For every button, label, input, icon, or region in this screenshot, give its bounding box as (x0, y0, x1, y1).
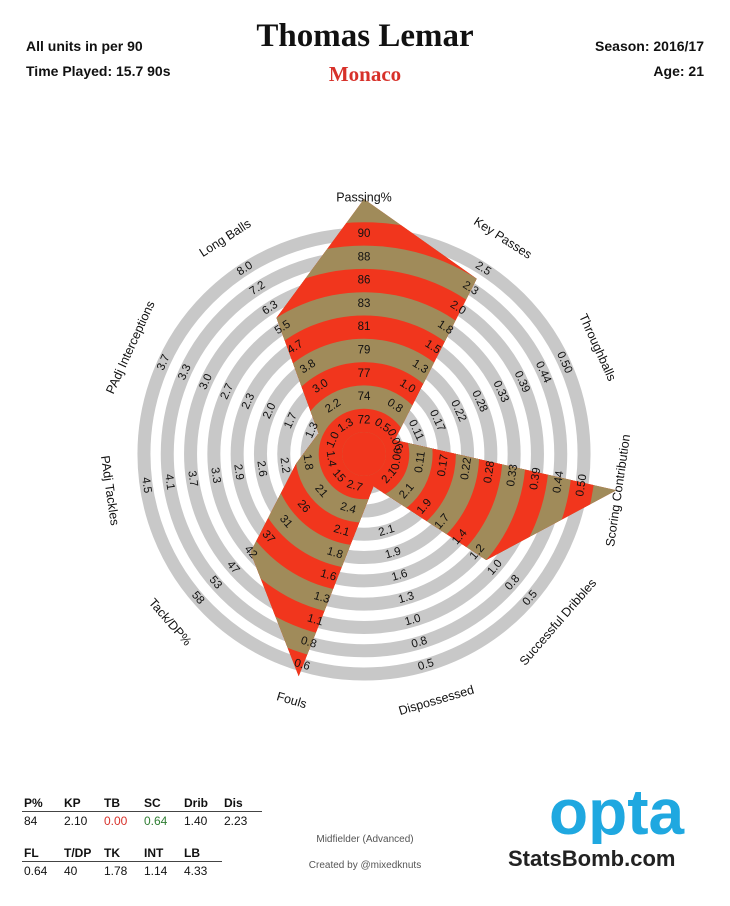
player-name: Thomas Lemar (256, 18, 474, 54)
tick-label: 0.50 (574, 473, 589, 497)
val-tk: 1.78 (104, 864, 128, 878)
stats-table-top: P% KP TB SC Drib Dis 84 2.10 0.00 0.64 1… (22, 796, 262, 829)
tick-label: 72 (358, 414, 371, 426)
axis-label: Key Passes (471, 214, 534, 261)
tick-label: 0.6 (293, 657, 312, 673)
val-sc: 0.64 (144, 814, 168, 828)
tick-label: 0.33 (505, 463, 520, 487)
time-played: Time Played: 15.7 90s (26, 63, 171, 79)
tick-label: 4.1 (162, 473, 176, 491)
units-note: All units in per 90 (26, 38, 143, 54)
tick-label: 1.0 (404, 612, 423, 628)
val-fl: 0.64 (24, 864, 48, 878)
tick-label: 1.8 (301, 453, 315, 471)
tick-label: 2.7 (345, 478, 364, 494)
tick-label: 77 (358, 368, 371, 380)
tick-label: 2.1 (332, 523, 351, 539)
tick-label: 0.17 (436, 453, 451, 477)
tick-label: 1.1 (306, 612, 325, 628)
site-name: StatsBomb.com (508, 846, 676, 871)
opta-logo-text: opta (549, 782, 685, 844)
tick-label: 2.2 (278, 457, 292, 475)
tick-label: 4.5 (139, 477, 153, 495)
axis-label: PAdj Tackles (98, 455, 122, 527)
tick-label: 2.6 (254, 460, 268, 478)
axis-label: Throughballs (576, 312, 619, 384)
tick-label: 0.8 (299, 635, 318, 651)
tick-label: 0.22 (459, 457, 474, 481)
val-tb: 0.00 (104, 814, 128, 828)
hdr-tb: TB (102, 796, 142, 812)
val-int: 1.14 (144, 864, 168, 878)
hdr-p: P% (22, 796, 62, 812)
tick-label: 0.11 (413, 451, 428, 474)
stats-table-bottom: FL T/DP TK INT LB 0.64 40 1.78 1.14 4.33 (22, 846, 222, 879)
tick-label: 1.3 (397, 590, 416, 606)
tick-label: 3.7 (185, 470, 199, 488)
hdr-dis: Dis (222, 796, 262, 812)
tick-label: 2.9 (231, 463, 245, 481)
tick-label: 79 (358, 344, 371, 356)
radar-center (342, 432, 386, 476)
tick-label: 1.9 (384, 545, 403, 561)
hdr-kp: KP (62, 796, 102, 812)
player-age: Age: 21 (653, 63, 704, 79)
axis-label: Dispossessed (397, 683, 476, 718)
tick-label: 0.44 (551, 469, 566, 493)
val-tdp: 40 (64, 864, 78, 878)
hdr-drib: Drib (182, 796, 222, 812)
tick-label: 0.06 (390, 447, 405, 471)
hdr-tk: TK (102, 846, 142, 862)
tick-label: 74 (358, 391, 371, 403)
tick-label: 83 (358, 298, 371, 310)
val-kp: 2.10 (64, 814, 88, 828)
tick-label: 1.6 (319, 568, 338, 584)
team-name: Monaco (328, 62, 402, 86)
hdr-sc: SC (142, 796, 182, 812)
hdr-tdp: T/DP (62, 846, 102, 862)
tick-label: 1.8 (325, 545, 344, 561)
tick-label: 2.1 (377, 523, 396, 539)
tick-label: 1.4 (324, 450, 338, 468)
tick-label: 2.4 (339, 501, 358, 517)
tick-label: 3.3 (208, 467, 222, 485)
axis-label: Passing% (336, 190, 392, 204)
hdr-lb: LB (182, 846, 222, 862)
credit-label: Created by @mixedknuts (308, 860, 422, 871)
val-p: 84 (24, 814, 38, 828)
tick-label: 0.28 (482, 460, 497, 484)
hdr-fl: FL (22, 846, 62, 862)
season: Season: 2016/17 (595, 38, 704, 54)
tick-label: 1.3 (312, 590, 331, 606)
axis-label: Tack/DP% (146, 596, 194, 649)
axis-label: Fouls (275, 689, 308, 711)
tick-label: 90 (358, 228, 371, 240)
hdr-int: INT (142, 846, 182, 862)
tick-label: 0.5 (417, 657, 436, 673)
tick-label: 86 (358, 275, 371, 287)
axis-label: Long Balls (197, 216, 254, 259)
opta-logo: opta (549, 782, 685, 844)
tick-label: 88 (358, 251, 371, 263)
tick-label: 0.8 (410, 635, 429, 651)
tick-label: 0.39 (528, 467, 543, 491)
val-dis: 2.23 (224, 814, 248, 828)
val-lb: 4.33 (184, 864, 208, 878)
position-label: Midfielder (Advanced) (316, 834, 414, 845)
tick-label: 1.6 (390, 568, 409, 584)
val-drib: 1.40 (184, 814, 208, 828)
tick-label: 81 (358, 321, 371, 333)
